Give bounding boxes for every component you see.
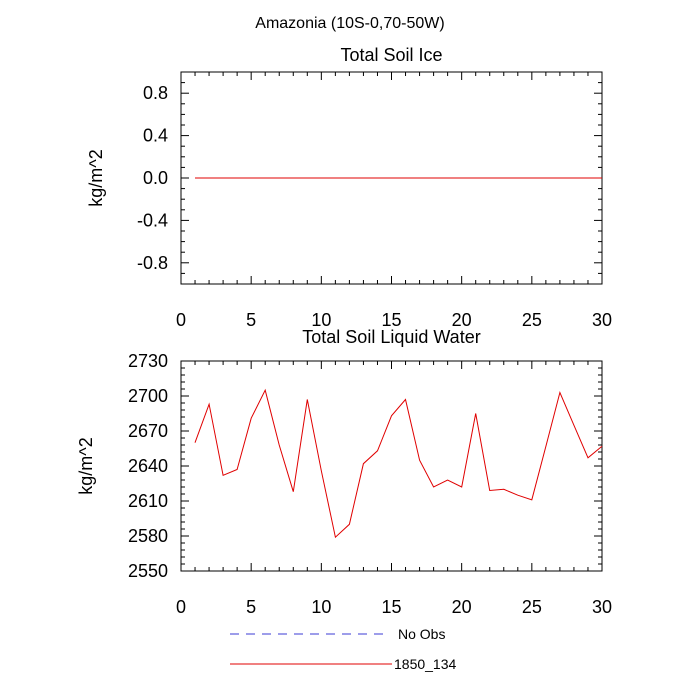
- y-axis-label: kg/m^2: [76, 437, 96, 494]
- x-tick-label: 10: [311, 597, 331, 617]
- y-tick-label: 0.4: [143, 126, 168, 146]
- y-tick-label: 2580: [128, 526, 168, 546]
- x-tick-label: 25: [522, 310, 542, 330]
- x-tick-label: 5: [246, 597, 256, 617]
- y-tick-label: 2640: [128, 456, 168, 476]
- y-tick-label: 2610: [128, 491, 168, 511]
- x-tick-label: 20: [452, 310, 472, 330]
- y-tick-label: 0.8: [143, 83, 168, 103]
- y-tick-label: 2550: [128, 561, 168, 581]
- chart-title: Total Soil Liquid Water: [302, 327, 480, 347]
- y-tick-label: 0.0: [143, 168, 168, 188]
- chart-title: Total Soil Ice: [340, 45, 442, 65]
- x-tick-label: 25: [522, 597, 542, 617]
- x-tick-label: 20: [452, 597, 472, 617]
- y-tick-label: 2730: [128, 351, 168, 371]
- x-tick-label: 0: [176, 597, 186, 617]
- series-line-1850-134: [194, 388, 603, 539]
- x-tick-label: 5: [246, 310, 256, 330]
- x-tick-label: 30: [592, 310, 612, 330]
- x-tick-label: 10: [311, 310, 331, 330]
- plot-frame: [180, 360, 603, 572]
- y-axis-label: kg/m^2: [86, 149, 106, 206]
- y-tick-label: 2700: [128, 386, 168, 406]
- y-tick-label: -0.4: [137, 210, 168, 230]
- panel-total-soil-liquid-water: Total Soil Liquid Water kg/m^2 0 5 10 15 20 25 3…: [76, 327, 612, 617]
- x-tick-label: 0: [176, 310, 186, 330]
- panel-total-soil-ice: Total Soil Ice kg/m^2 0 5 10 15 20 25 30 -0.8 -0.4…: [86, 45, 612, 330]
- y-tick-label: -0.8: [137, 253, 168, 273]
- legend-label-no-obs: No Obs: [398, 626, 445, 642]
- legend: No Obs 1850_134: [230, 626, 457, 672]
- x-tick-label: 30: [592, 597, 612, 617]
- x-tick-label: 15: [381, 310, 401, 330]
- y-tick-label: 2670: [128, 421, 168, 441]
- x-tick-label: 15: [381, 597, 401, 617]
- legend-label-1850-134: 1850_134: [394, 656, 457, 672]
- figure-title: Amazonia (10S-0,70-50W): [255, 15, 444, 32]
